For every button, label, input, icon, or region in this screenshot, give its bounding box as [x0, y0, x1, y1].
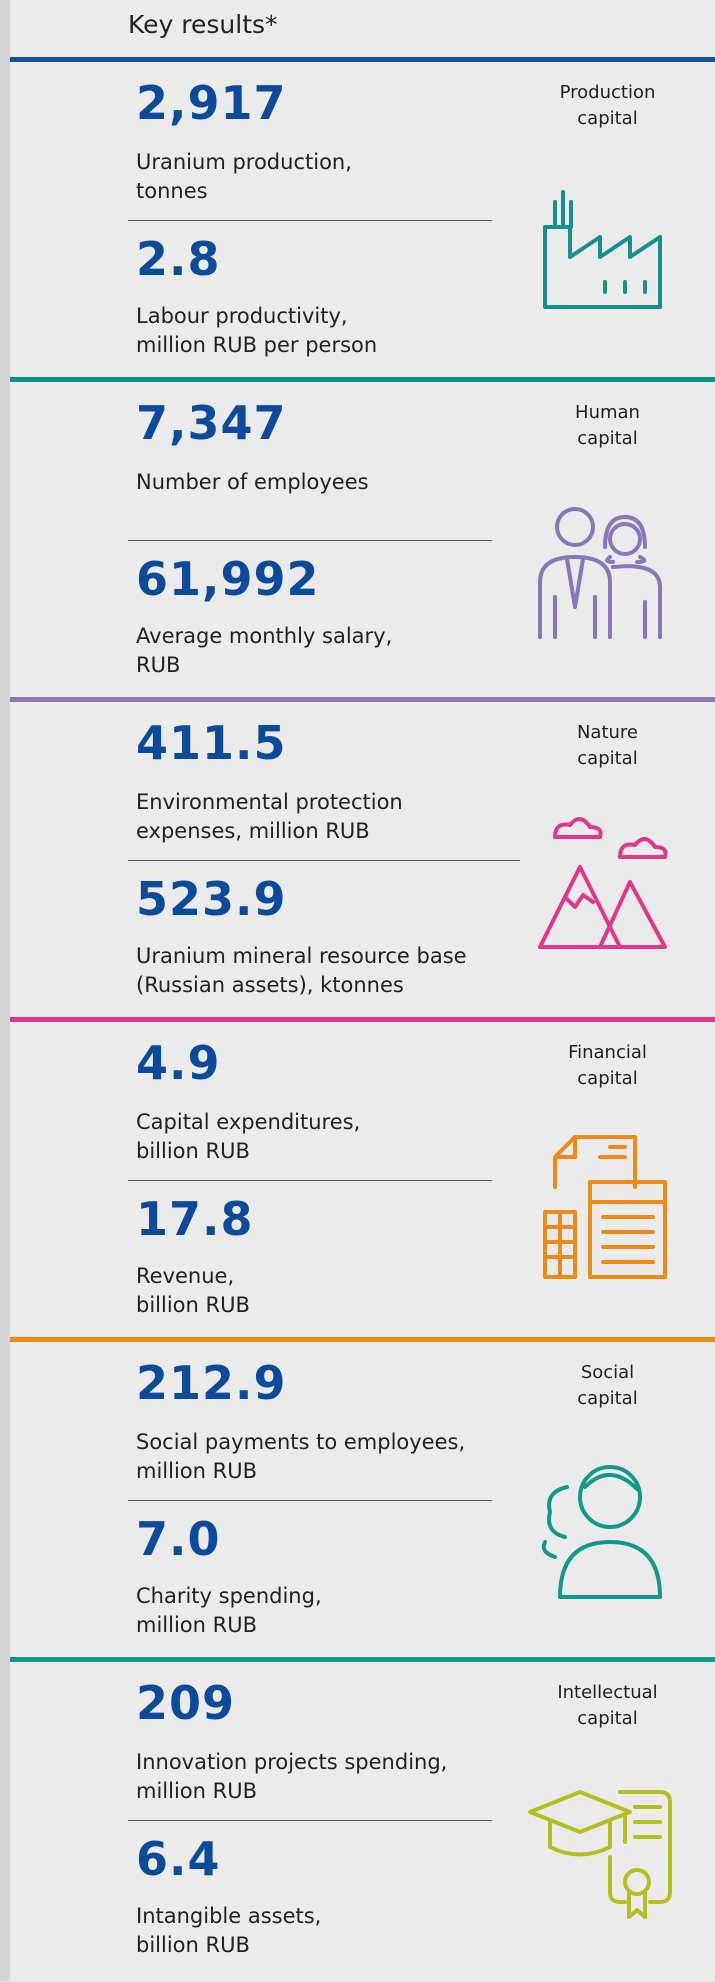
metric-label: Uranium mineral resource base (Russian a…	[136, 944, 467, 997]
capital-section: Production capital 2,917 Uranium productio…	[10, 62, 715, 382]
metric-value: 7,347	[136, 396, 287, 450]
metric-value: 7.0	[136, 1512, 221, 1566]
capital-icon	[543, 190, 662, 309]
header-line	[10, 57, 715, 62]
metric-value: 17.8	[136, 1192, 254, 1246]
metric-label: Revenue, billion RUB	[136, 1264, 250, 1317]
metric-label: Uranium production, tonnes	[136, 150, 352, 203]
metric-label: Innovation projects spending, million RU…	[136, 1750, 448, 1803]
section-line	[10, 1337, 715, 1342]
section-line	[10, 697, 715, 702]
capital-section: Financial capital 4.9 Capital expenditures…	[10, 1022, 715, 1342]
capital-icon	[541, 1465, 662, 1599]
section-line	[10, 1657, 715, 1662]
metric-label: Intangible assets, billion RUB	[136, 1904, 322, 1957]
capital-label: Financial capital	[568, 1042, 647, 1089]
page-title: Key results*	[128, 10, 278, 39]
capital-label: Human capital	[575, 402, 640, 449]
capital-label: Social capital	[577, 1362, 638, 1409]
metric-label: Environmental protection expenses, milli…	[136, 790, 403, 843]
metric-value: 212.9	[136, 1356, 287, 1410]
capital-section: Nature capital 411.5 Environmental protect…	[10, 702, 715, 1022]
capital-icon	[543, 1135, 667, 1279]
metric-value: 61,992	[136, 552, 320, 606]
metric-value: 2,917	[136, 76, 287, 130]
metric-value: 523.9	[136, 872, 287, 926]
metric-value: 4.9	[136, 1036, 221, 1090]
capital-icon	[528, 1790, 672, 1919]
metric-label: Average monthly salary, RUB	[136, 624, 393, 677]
section-line	[10, 377, 715, 382]
capital-label: Nature capital	[576, 722, 639, 769]
divider	[128, 860, 520, 861]
metric-label: Charity spending, million RUB	[136, 1584, 322, 1637]
section-line	[10, 1017, 715, 1022]
capital-icon	[538, 817, 668, 949]
divider	[128, 1180, 492, 1181]
capital-section: Intellectual capital 209 Innovation projec…	[10, 1662, 715, 1982]
metric-label: Number of employees	[136, 470, 369, 494]
metric-label: Capital expenditures, billion RUB	[136, 1110, 361, 1163]
metric-label: Labour productivity, million RUB per per…	[136, 304, 378, 357]
capital-label: Intellectual capital	[557, 1682, 658, 1729]
divider	[128, 1500, 492, 1501]
metric-value: 411.5	[136, 716, 287, 770]
metric-value: 6.4	[136, 1832, 221, 1886]
capital-section: Human capital 7,347 Number of employees 61,…	[10, 382, 715, 702]
capital-section: Social capital 212.9 Social payments to em…	[10, 1342, 715, 1662]
capital-icon	[538, 507, 662, 639]
divider	[128, 1820, 492, 1821]
metric-value: 2.8	[136, 232, 221, 286]
capital-label: Production capital	[559, 82, 656, 129]
side-strip	[0, 0, 10, 1981]
divider	[128, 540, 492, 541]
metric-label: Social payments to employees, million RU…	[136, 1430, 466, 1483]
metric-value: 209	[136, 1676, 236, 1730]
divider	[128, 220, 492, 221]
